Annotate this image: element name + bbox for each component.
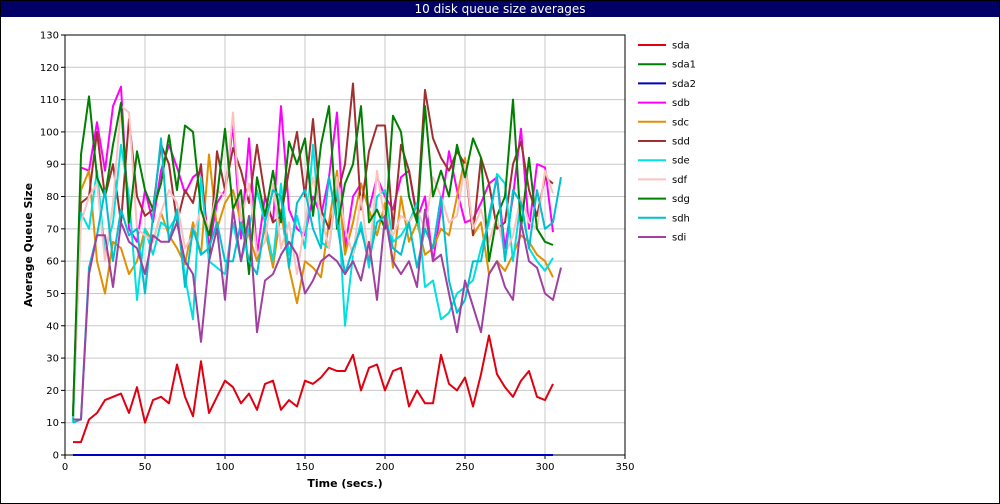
y-tick-label: 10 bbox=[46, 418, 59, 429]
series-line-sdi bbox=[73, 208, 562, 421]
x-tick-label: 150 bbox=[295, 462, 314, 473]
y-tick-label: 20 bbox=[46, 386, 59, 397]
y-tick-label: 30 bbox=[46, 354, 59, 365]
legend-label-sdg: sdg bbox=[672, 194, 690, 205]
y-tick-label: 90 bbox=[46, 160, 59, 171]
legend-label-sdi: sdi bbox=[672, 233, 686, 244]
axes: 0 10 20 30 40 50 60 70 80 90 100 110 120 130 0 50 100 150… bbox=[40, 31, 635, 474]
x-axis-label: Time (secs.) bbox=[307, 477, 382, 490]
y-tick-label: 120 bbox=[40, 63, 59, 74]
y-axis-label: Average Queue Size bbox=[22, 183, 35, 307]
y-tick-label: 100 bbox=[40, 127, 59, 138]
legend-label-sdf: sdf bbox=[672, 175, 688, 186]
series-line-sdh bbox=[72, 137, 562, 424]
y-tick-label: 130 bbox=[40, 31, 59, 42]
legend-label-sde: sde bbox=[672, 156, 690, 167]
x-tick-label: 50 bbox=[139, 462, 152, 473]
y-tick-label: 80 bbox=[46, 192, 59, 203]
legend-label-sda2: sda2 bbox=[672, 79, 696, 90]
x-tick-label: 0 bbox=[62, 462, 68, 473]
legend: sda sda1 sda2 sdb sdc sdd sde sdf sdg sdh sdi bbox=[638, 41, 696, 244]
chart-title: 10 disk queue size averages bbox=[1, 1, 999, 17]
x-tick-label: 350 bbox=[615, 462, 634, 473]
y-tick-label: 50 bbox=[46, 289, 59, 300]
y-tick-label: 60 bbox=[46, 257, 59, 268]
legend-label-sda1: sda1 bbox=[672, 60, 696, 71]
x-tick-label: 300 bbox=[535, 462, 554, 473]
legend-label-sdh: sdh bbox=[672, 213, 690, 224]
series-line-sdf bbox=[72, 105, 554, 417]
y-tick-label: 40 bbox=[46, 321, 59, 332]
legend-label-sdb: sdb bbox=[672, 98, 690, 109]
y-tick-label: 110 bbox=[40, 95, 59, 106]
x-tick-label: 250 bbox=[455, 462, 474, 473]
series-line-sda bbox=[73, 334, 554, 444]
legend-label-sda: sda bbox=[672, 41, 690, 52]
series-line-sde bbox=[72, 143, 554, 423]
plot-area bbox=[72, 82, 562, 456]
y-tick-label: 0 bbox=[53, 451, 59, 462]
x-tick-label: 200 bbox=[375, 462, 394, 473]
x-tick-label: 100 bbox=[215, 462, 234, 473]
legend-label-sdc: sdc bbox=[672, 117, 689, 128]
legend-label-sdd: sdd bbox=[672, 137, 690, 148]
y-tick-label: 70 bbox=[46, 224, 59, 235]
